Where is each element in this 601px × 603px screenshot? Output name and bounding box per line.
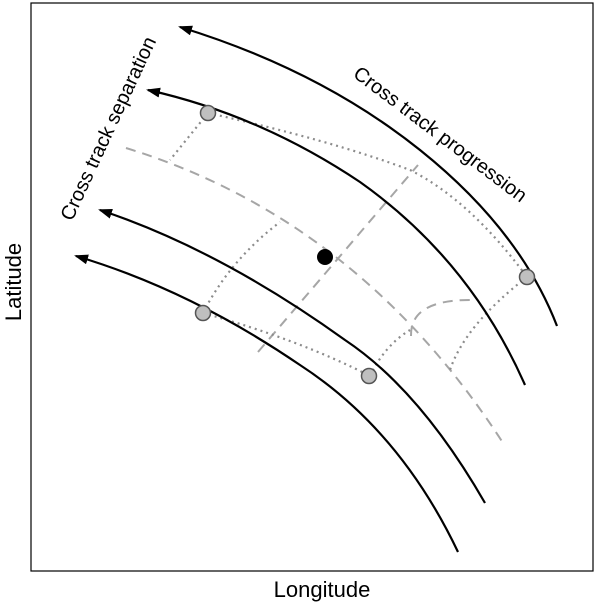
dotted-connector: [202, 221, 281, 314]
dotted-connector: [207, 111, 528, 278]
track-marker: [360, 367, 378, 385]
dotted-connector: [448, 276, 528, 371]
tracks: [74, 25, 559, 553]
track-line: [74, 254, 459, 553]
y-axis-label: Latitude: [1, 243, 26, 321]
track-marker: [194, 304, 212, 322]
dashed-cross-line: [257, 164, 419, 353]
cross-track-separation-label: Cross track separation: [57, 33, 161, 224]
dotted-connectors: [169, 111, 528, 377]
dashed-offset-segment: [409, 299, 471, 337]
dotted-connector: [169, 112, 209, 161]
plot-frame: [30, 2, 594, 572]
track-marker: [199, 104, 217, 122]
track-markers: [194, 104, 536, 385]
track-marker: [518, 268, 536, 286]
x-axis-label: Longitude: [274, 577, 371, 602]
dotted-connector: [202, 311, 371, 377]
track-line: [98, 208, 486, 504]
track-line: [178, 25, 559, 327]
cross-track-progression-label: Cross track progression: [349, 62, 531, 207]
dotted-connector: [369, 329, 411, 377]
track-line: [146, 87, 527, 386]
center-point: [317, 249, 333, 265]
